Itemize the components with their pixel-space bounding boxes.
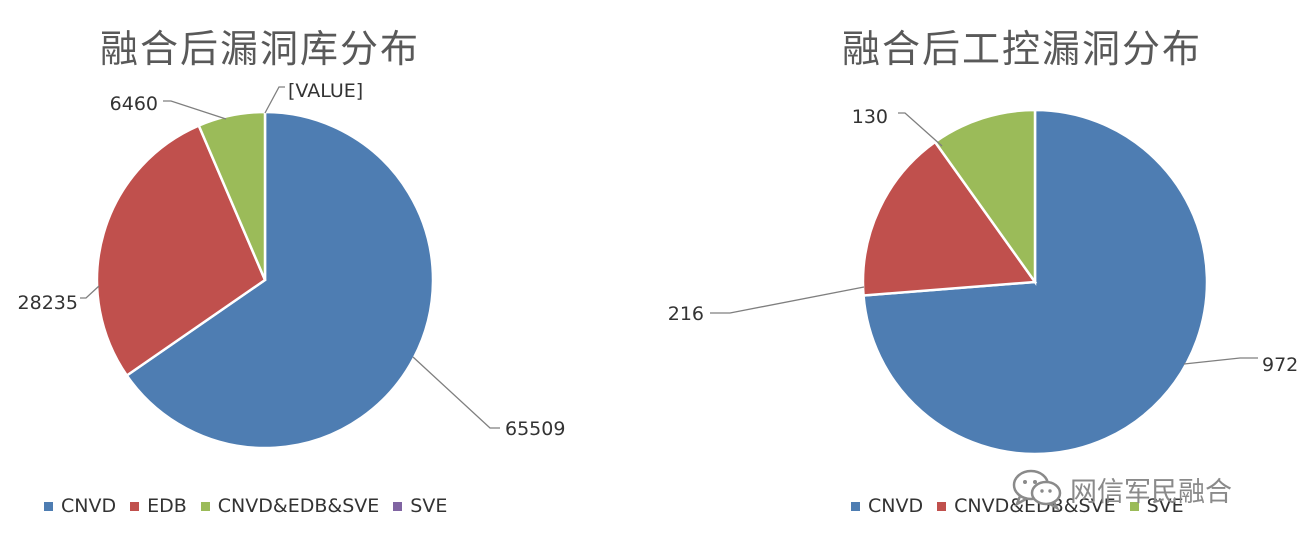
legend-right: CNVD CNVD&EDB&SVE SVE (851, 495, 1198, 517)
legend-label: EDB (147, 495, 187, 517)
data-label: [VALUE] (288, 80, 363, 102)
data-label: 130 (852, 106, 888, 128)
pie-chart-left: 65509 28235 6460 [VALUE] (18, 80, 565, 450)
legend-item: SVE (393, 495, 447, 517)
leader-line (710, 286, 865, 314)
leader-line (80, 285, 100, 299)
legend-swatch (393, 501, 403, 511)
data-label: 28235 (18, 292, 78, 314)
legend-swatch (851, 501, 860, 511)
watermark-text: 网信军民融合 (1070, 476, 1232, 508)
leader-line (163, 100, 227, 120)
leader-line (898, 112, 943, 147)
pie-slice-cnvd-edb-sve (861, 140, 1038, 297)
legend-label: CNVD&EDB&SVE (954, 495, 1116, 517)
legend-left: CNVD EDB CNVD&EDB&SVE SVE (44, 495, 461, 517)
legend-label: CNVD (868, 495, 924, 517)
legend-swatch (200, 501, 210, 511)
legend-item: CNVD&EDB&SVE (937, 495, 1116, 517)
legend-swatch (1129, 501, 1139, 511)
legend-label: CNVD (61, 495, 117, 517)
pie-chart-right: 972 216 130 (668, 106, 1298, 456)
leader-line (1183, 357, 1258, 365)
legend-swatch (44, 501, 53, 511)
legend-label: SVE (410, 495, 448, 517)
leader-line (264, 86, 285, 114)
chart-title-left: 融合后漏洞库分布 (100, 27, 421, 71)
legend-item: CNVD&EDB&SVE (200, 495, 380, 517)
legend-label: CNVD&EDB&SVE (217, 495, 380, 517)
pie-slice-edb (95, 123, 267, 378)
legend-label: SVE (1146, 495, 1184, 517)
data-label: 216 (668, 303, 704, 325)
data-label: 65509 (505, 418, 565, 440)
data-label: 972 (1262, 354, 1298, 376)
leader-line (412, 356, 500, 429)
watermark: 网信军民融合 (1010, 468, 1232, 512)
data-label: 6460 (110, 93, 158, 115)
legend-item: EDB (130, 495, 187, 517)
legend-item: SVE (1129, 495, 1184, 517)
legend-swatch (130, 501, 140, 511)
wechat-icon (1010, 468, 1064, 512)
legend-item: CNVD (44, 495, 116, 517)
legend-swatch (937, 501, 947, 511)
legend-item: CNVD (851, 495, 923, 517)
pie-slice-sve (933, 108, 1037, 286)
chart-title-right: 融合后工控漏洞分布 (842, 27, 1203, 71)
